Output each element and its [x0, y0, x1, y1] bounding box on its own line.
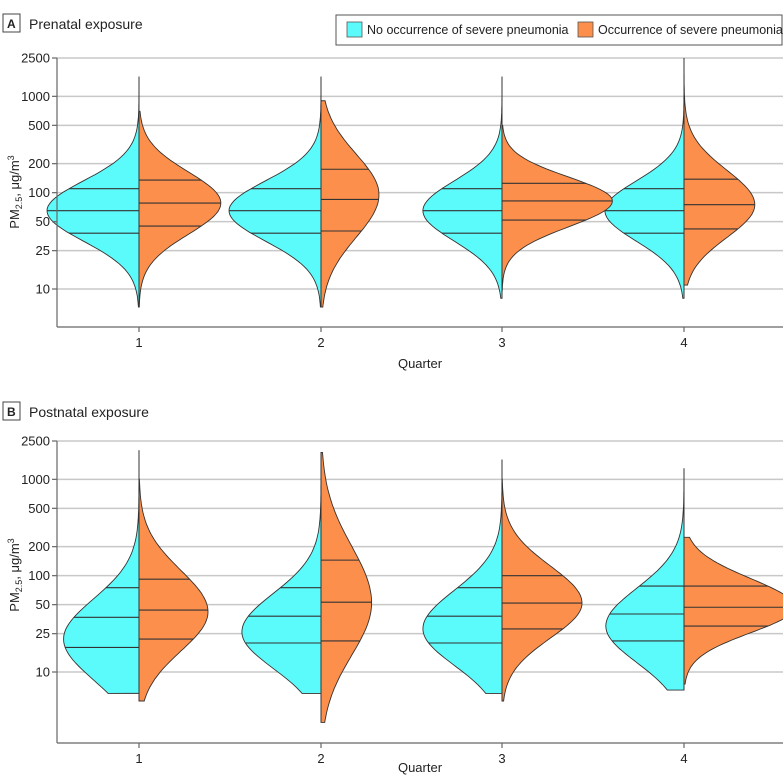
ylabel-base: PM	[7, 209, 22, 229]
y-tick-label: 1000	[21, 472, 50, 487]
y-tick-label: 200	[28, 539, 50, 554]
x-tick-label: 3	[498, 751, 505, 766]
x-tick-label: 2	[317, 751, 324, 766]
legend: No occurrence of severe pneumonia Occurr…	[335, 14, 783, 46]
ylabel-sup: 3	[6, 538, 16, 543]
y-tick-label: 50	[36, 214, 50, 229]
ylabel-unit: , μg/m	[7, 543, 22, 579]
panel-a-title: Prenatal exposure	[29, 16, 143, 32]
panel-b-postnatal: B Postnatal exposure 10 25 50 100 200 500 1000…	[2, 401, 783, 775]
violin-no-occurrence-q4	[605, 468, 685, 691]
panel-a-prenatal: A Prenatal exposure 10 25 50 100 200 500 1000 2…	[2, 13, 783, 371]
legend-label-no-occurrence: No occurrence of severe pneumonia	[367, 23, 569, 37]
panel-b-letter: B	[7, 405, 16, 419]
violin-no-occurrence-q1	[46, 76, 140, 308]
ylabel-unit: , μg/m	[7, 160, 22, 196]
x-tick-label: 4	[680, 751, 687, 766]
y-tick-label: 100	[28, 568, 50, 583]
legend-swatch-occurrence	[577, 21, 594, 38]
panel-b-violins	[63, 450, 783, 723]
violin-no-occurrence-q1	[63, 450, 140, 694]
panel-b-title: Postnatal exposure	[29, 404, 149, 420]
x-tick-label: 4	[680, 335, 687, 350]
panel-b-letter-box	[2, 401, 21, 421]
y-tick-label: 500	[28, 118, 50, 133]
y-tick-label: 25	[36, 626, 50, 641]
panel-a-axes: 10 25 50 100 200 500 1000 2500 1 2 3 4	[21, 51, 783, 350]
panel-a-x-axis-title: Quarter	[398, 356, 443, 371]
y-tick-label: 2500	[21, 51, 50, 66]
x-tick-label: 1	[135, 751, 142, 766]
y-tick-label: 500	[28, 501, 50, 516]
violin-no-occurrence-q2	[241, 452, 322, 694]
panel-b-x-axis-title: Quarter	[398, 760, 443, 775]
y-tick-label: 200	[28, 156, 50, 171]
x-tick-label: 3	[498, 335, 505, 350]
violin-occurrence-q1	[138, 478, 209, 702]
y-tick-label: 25	[36, 243, 50, 258]
violin-occurrence-q1	[138, 110, 222, 308]
violin-no-occurrence-q4	[604, 58, 685, 299]
violin-no-occurrence-q3	[422, 76, 503, 299]
violin-occurrence-q2	[320, 100, 380, 308]
violin-occurrence-q2	[320, 452, 373, 723]
ylabel-base: PM	[7, 592, 22, 612]
panel-b-axes: 10 25 50 100 200 500 1000 2500 1 2 3 4	[21, 434, 783, 766]
violin-no-occurrence-q3	[422, 459, 503, 694]
violin-occurrence-q3	[501, 478, 583, 702]
panel-a-y-axis-title: PM2.5, μg/m3	[6, 155, 24, 228]
violin-no-occurrence-q2	[228, 76, 322, 308]
panel-a-letter-box	[2, 13, 21, 33]
ylabel-sub: 2.5	[14, 197, 24, 210]
legend-swatch-no-occurrence	[346, 21, 363, 38]
ylabel-sub: 2.5	[14, 580, 24, 593]
panel-b-y-axis-title: PM2.5, μg/m3	[6, 538, 24, 611]
legend-label-occurrence: Occurrence of severe pneumonia	[598, 23, 783, 37]
violin-occurrence-q3	[501, 124, 613, 292]
y-tick-label: 100	[28, 185, 50, 200]
y-tick-label: 1000	[21, 89, 50, 104]
ylabel-sup: 3	[6, 155, 16, 160]
legend-box	[335, 14, 783, 46]
y-tick-label: 2500	[21, 434, 50, 449]
x-tick-label: 1	[135, 335, 142, 350]
panel-a-violins	[46, 58, 756, 308]
violin-occurrence-q4	[683, 536, 783, 685]
x-tick-label: 2	[317, 335, 324, 350]
violin-occurrence-q4	[683, 58, 756, 286]
y-tick-label: 50	[36, 597, 50, 612]
y-tick-label: 10	[36, 282, 50, 297]
panel-a-letter: A	[7, 17, 16, 31]
y-tick-label: 10	[36, 665, 50, 680]
